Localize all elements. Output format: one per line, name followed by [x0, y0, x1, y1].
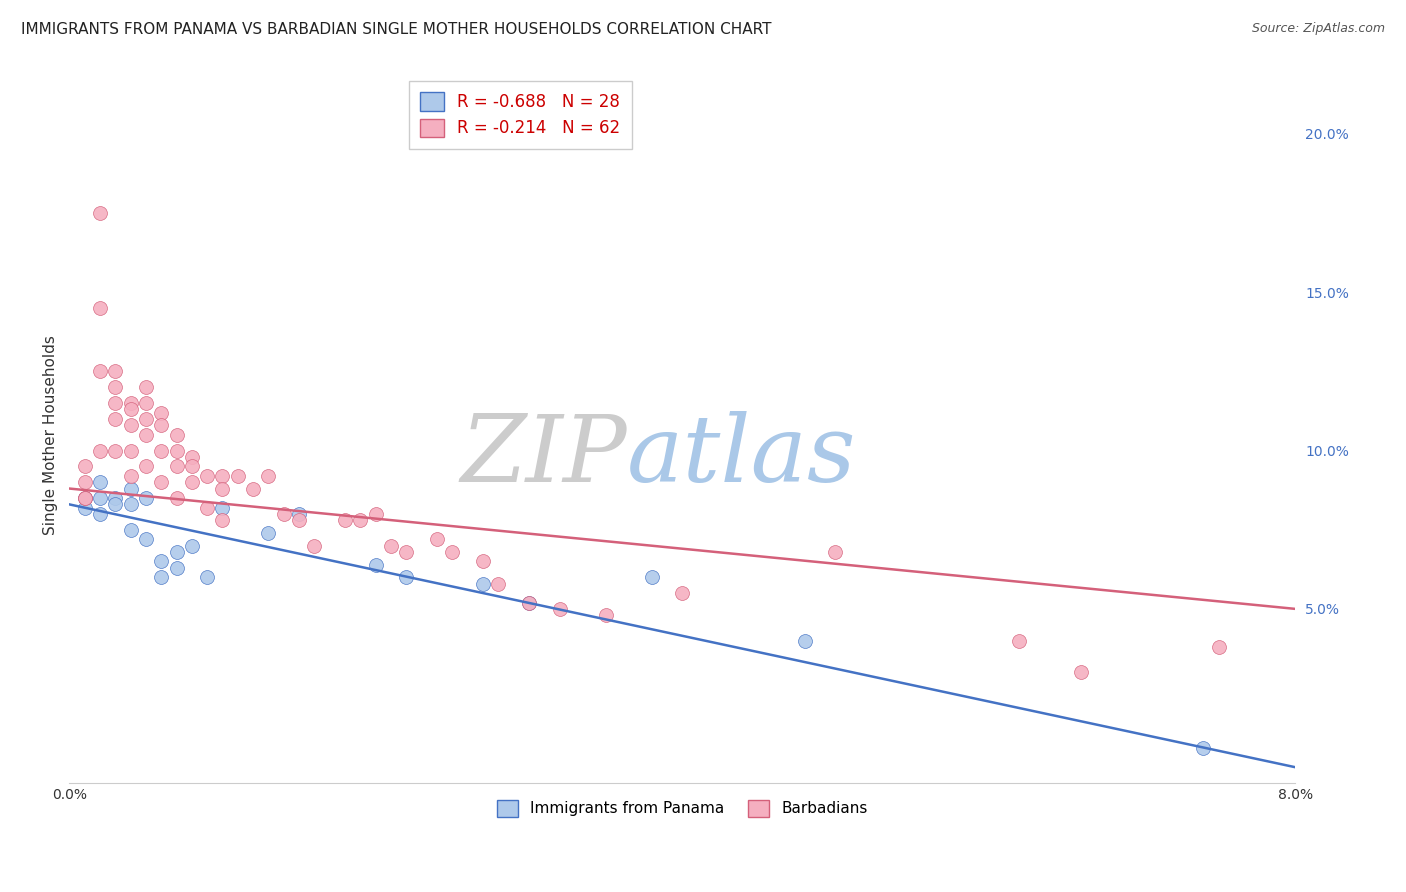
Point [595, 608, 617, 623]
Point [104, 364, 127, 378]
Point [89, 206, 111, 220]
Point [242, 482, 264, 496]
Point [304, 539, 326, 553]
Point [104, 396, 127, 410]
Point [120, 482, 142, 496]
Point [273, 507, 295, 521]
Point [89, 443, 111, 458]
Point [166, 545, 188, 559]
Point [120, 497, 142, 511]
Point [89, 491, 111, 505]
Point [150, 443, 173, 458]
Point [135, 427, 157, 442]
Point [548, 602, 571, 616]
Text: IMMIGRANTS FROM PANAMA VS BARBADIAN SINGLE MOTHER HOUSEHOLDS CORRELATION CHART: IMMIGRANTS FROM PANAMA VS BARBADIAN SING… [21, 22, 772, 37]
Point [180, 459, 202, 474]
Point [395, 570, 418, 584]
Point [104, 380, 127, 394]
Point [73, 475, 96, 490]
Point [135, 412, 157, 426]
Point [89, 301, 111, 315]
Point [364, 558, 387, 572]
Point [257, 525, 280, 540]
Point [395, 545, 418, 559]
Point [120, 443, 142, 458]
Point [472, 576, 495, 591]
Point [824, 545, 846, 559]
Point [166, 560, 188, 574]
Text: Source: ZipAtlas.com: Source: ZipAtlas.com [1251, 22, 1385, 36]
Y-axis label: Single Mother Households: Single Mother Households [44, 334, 58, 534]
Point [257, 468, 280, 483]
Point [73, 491, 96, 505]
Point [180, 475, 202, 490]
Point [89, 475, 111, 490]
Point [349, 513, 371, 527]
Point [150, 554, 173, 568]
Point [426, 532, 449, 546]
Point [640, 570, 662, 584]
Point [120, 396, 142, 410]
Point [120, 402, 142, 417]
Point [104, 497, 127, 511]
Point [1208, 640, 1230, 654]
Point [195, 468, 218, 483]
Point [135, 491, 157, 505]
Point [166, 491, 188, 505]
Text: ZIP: ZIP [460, 410, 627, 500]
Point [73, 500, 96, 515]
Point [73, 459, 96, 474]
Point [211, 482, 233, 496]
Point [226, 468, 249, 483]
Point [150, 475, 173, 490]
Point [120, 523, 142, 537]
Legend: Immigrants from Panama, Barbadians: Immigrants from Panama, Barbadians [489, 792, 876, 824]
Point [180, 539, 202, 553]
Point [150, 570, 173, 584]
Point [793, 633, 815, 648]
Text: atlas: atlas [627, 410, 856, 500]
Point [517, 595, 540, 609]
Point [135, 459, 157, 474]
Point [211, 513, 233, 527]
Point [166, 443, 188, 458]
Point [135, 380, 157, 394]
Point [195, 500, 218, 515]
Point [135, 396, 157, 410]
Point [671, 586, 693, 600]
Point [120, 418, 142, 433]
Point [1192, 741, 1215, 756]
Point [73, 491, 96, 505]
Point [380, 539, 402, 553]
Point [333, 513, 356, 527]
Point [195, 570, 218, 584]
Point [135, 532, 157, 546]
Point [104, 491, 127, 505]
Point [180, 450, 202, 464]
Point [288, 513, 311, 527]
Point [1008, 633, 1031, 648]
Point [150, 405, 173, 419]
Point [211, 468, 233, 483]
Point [1070, 665, 1092, 680]
Point [89, 364, 111, 378]
Point [166, 427, 188, 442]
Point [120, 468, 142, 483]
Point [166, 459, 188, 474]
Point [472, 554, 495, 568]
Point [441, 545, 464, 559]
Point [364, 507, 387, 521]
Point [288, 507, 311, 521]
Point [104, 443, 127, 458]
Point [89, 507, 111, 521]
Point [150, 418, 173, 433]
Point [211, 500, 233, 515]
Point [104, 412, 127, 426]
Point [517, 595, 540, 609]
Point [73, 491, 96, 505]
Point [486, 576, 509, 591]
